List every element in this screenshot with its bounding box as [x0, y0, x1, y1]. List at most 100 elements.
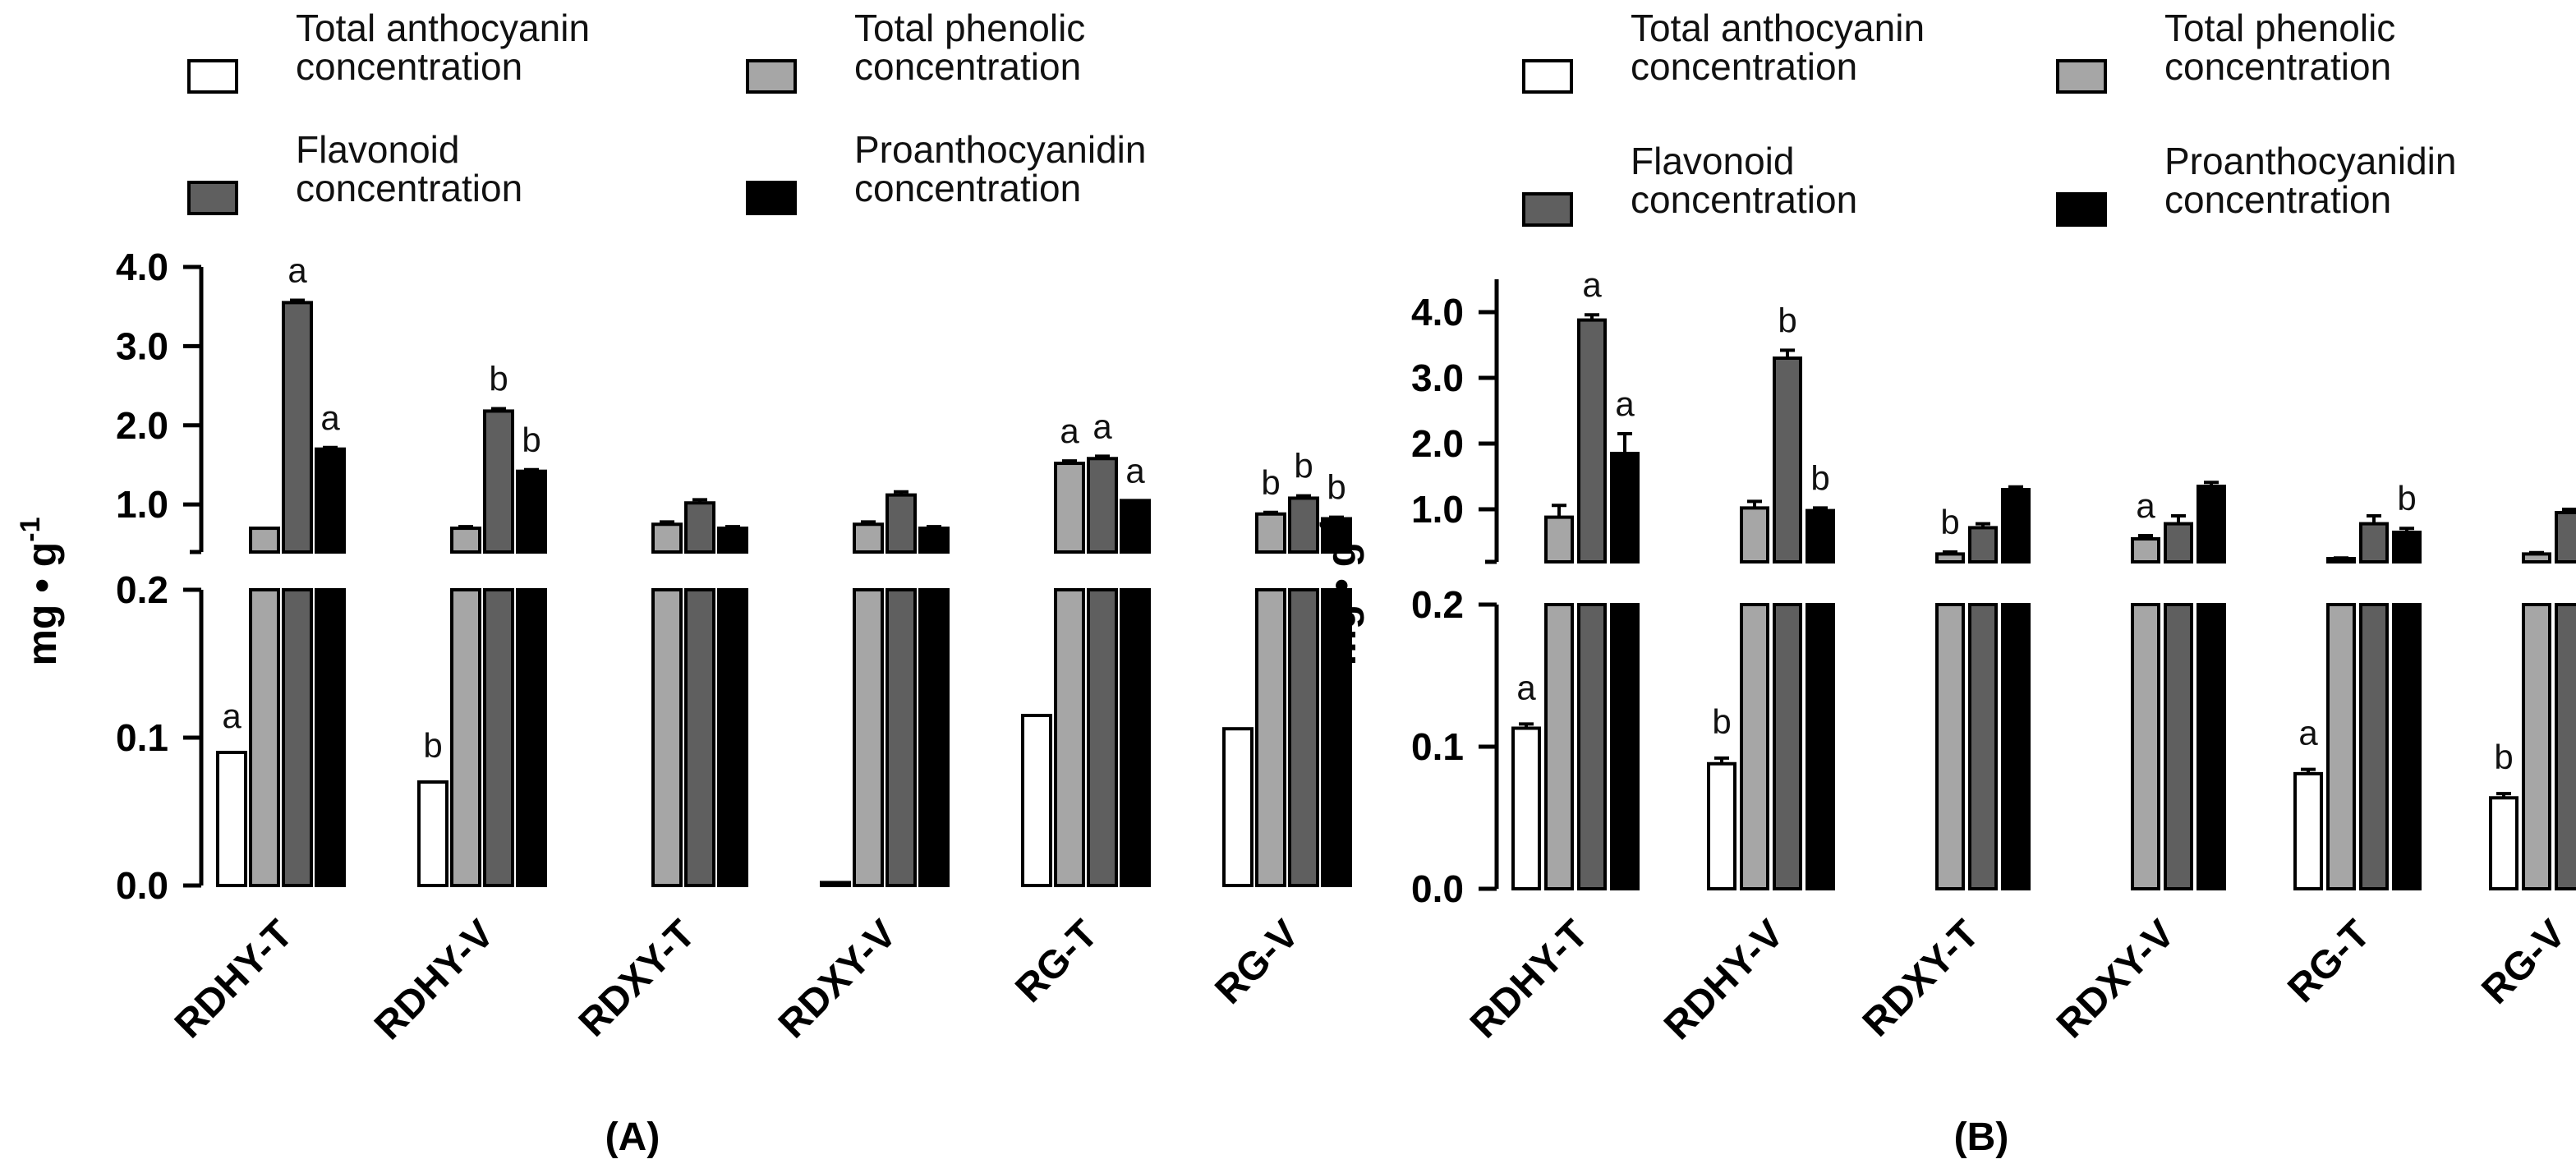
bar-concentration-upper	[1288, 496, 1319, 554]
bar-phenolic-upper	[853, 522, 884, 554]
bar-concentration-lower	[918, 588, 950, 887]
bar-concentration-lower	[2359, 603, 2389, 890]
x-tick-label: RG-V	[2473, 912, 2574, 1012]
legend-label-proanthocyanidin: concentration	[2164, 178, 2391, 221]
legend-swatch-flavonoid	[187, 181, 238, 215]
bar-concentration-upper	[1773, 356, 1802, 564]
legend-swatch-proanthocyanidin	[746, 181, 797, 215]
bar-concentration-upper	[1806, 508, 1835, 564]
bar-anthocyanin-lower	[2489, 796, 2518, 891]
bar-concentration-lower	[717, 588, 748, 887]
bar-phenolic-upper	[1740, 506, 1769, 564]
bar-concentration-lower	[2196, 603, 2226, 890]
bar-concentration-lower	[684, 588, 715, 887]
y-tick-label: 4.0	[116, 246, 168, 288]
x-tick-label: RG-T	[2279, 912, 2378, 1010]
bar-phenolic-lower	[1255, 588, 1286, 887]
significance-letter: b	[2494, 738, 2513, 776]
y-axis-label: mg • g-1	[1314, 517, 1364, 665]
bar-anthocyanin-lower	[216, 751, 247, 887]
panel-label: (B)	[1954, 1116, 2009, 1159]
bar-concentration-upper	[2359, 522, 2389, 564]
bar-phenolic-upper	[249, 527, 280, 554]
bar-concentration-upper	[2164, 522, 2193, 564]
significance-letter: a	[288, 251, 307, 289]
bar-phenolic-lower	[651, 588, 683, 887]
bar-concentration-upper	[886, 493, 917, 554]
bar-phenolic-lower	[2131, 603, 2160, 890]
y-tick-label: 3.0	[1411, 356, 1464, 399]
bar-concentration-upper	[2392, 531, 2422, 564]
y-tick-label: 2.0	[116, 404, 168, 447]
x-tick-label: RDXY-V	[770, 912, 905, 1046]
bar-phenolic-lower	[249, 588, 280, 887]
legend-label-phenolic: concentration	[2164, 45, 2391, 88]
bar-concentration-upper	[282, 301, 313, 554]
y-tick-label: 1.0	[116, 483, 168, 526]
significance-letter: b	[423, 726, 442, 765]
bar-anthocyanin-lower	[820, 881, 851, 888]
legend-label-flavonoid: concentration	[1631, 178, 1857, 221]
significance-letter: b	[1261, 463, 1280, 502]
legend-label-phenolic: Total phenolic	[2164, 7, 2395, 49]
bar-anthocyanin-lower	[1222, 727, 1254, 888]
panel-label: (A)	[605, 1116, 660, 1159]
significance-letter: a	[2298, 714, 2318, 752]
bar-phenolic-upper	[1054, 462, 1085, 554]
x-tick-label: RDXY-V	[2049, 912, 2183, 1046]
bar-concentration-lower	[516, 588, 547, 887]
y-tick-label: 0.1	[116, 716, 168, 759]
legend-label-phenolic: concentration	[854, 45, 1081, 88]
bar-concentration-lower	[2392, 603, 2422, 890]
bar-phenolic-lower	[2326, 603, 2356, 890]
significance-letter: b	[1327, 468, 1346, 507]
bar-phenolic-upper	[2522, 552, 2551, 564]
significance-letter: b	[1940, 503, 1959, 541]
y-tick-label: 0.0	[116, 864, 168, 907]
bar-anthocyanin-lower	[1707, 761, 1736, 891]
y-tick-label: 0.1	[1411, 725, 1464, 768]
bar-concentration-lower	[2555, 603, 2576, 890]
x-tick-label: RDXY-T	[571, 912, 704, 1045]
x-tick-label: RG-V	[1207, 912, 1307, 1012]
bar-concentration-upper	[1321, 517, 1352, 554]
legend-label-anthocyanin: concentration	[1631, 45, 1857, 88]
bar-anthocyanin-lower	[417, 780, 448, 887]
significance-letter: b	[1712, 702, 1731, 741]
bar-concentration-lower	[1321, 588, 1352, 887]
bar-anthocyanin-lower	[2293, 771, 2323, 890]
x-tick-label: RDHY-V	[366, 912, 503, 1048]
legend-label-proanthocyanidin: Proanthocyanidin	[854, 128, 1146, 171]
bar-concentration-lower	[1087, 588, 1118, 887]
bar-concentration-upper	[918, 527, 950, 554]
y-tick-label: 0.2	[1411, 583, 1464, 626]
legend-label-proanthocyanidin: concentration	[854, 167, 1081, 209]
legend-label-anthocyanin: concentration	[296, 45, 522, 88]
bar-phenolic-upper	[1544, 515, 1574, 564]
bar-concentration-upper	[1577, 318, 1607, 564]
bar-phenolic-lower	[1054, 588, 1085, 887]
bar-phenolic-upper	[651, 522, 683, 554]
significance-letter: a	[2136, 486, 2155, 525]
legend-label-anthocyanin: Total anthocyanin	[296, 7, 590, 49]
legend-swatch-anthocyanin	[187, 59, 238, 94]
bar-phenolic-lower	[853, 588, 884, 887]
bar-concentration-upper	[684, 501, 715, 554]
bar-concentration-upper	[717, 527, 748, 554]
bar-concentration-upper	[1120, 499, 1151, 554]
bar-concentration-upper	[2001, 488, 2031, 564]
y-axis-label: mg • g-1	[15, 517, 65, 665]
bar-concentration-lower	[2001, 603, 2031, 890]
y-tick-label: 0.2	[116, 568, 168, 611]
y-tick-label: 0.0	[1411, 867, 1464, 910]
legend-label-flavonoid: concentration	[296, 167, 522, 209]
legend-swatch-anthocyanin	[1522, 59, 1573, 94]
y-tick-label: 3.0	[116, 324, 168, 367]
bar-phenolic-lower	[1544, 603, 1574, 890]
y-tick-label: 1.0	[1411, 488, 1464, 531]
bar-phenolic-upper	[450, 527, 481, 554]
legend-swatch-proanthocyanidin	[2056, 192, 2107, 227]
legend-label-proanthocyanidin: Proanthocyanidin	[2164, 140, 2456, 182]
bar-phenolic-lower	[1740, 603, 1769, 890]
